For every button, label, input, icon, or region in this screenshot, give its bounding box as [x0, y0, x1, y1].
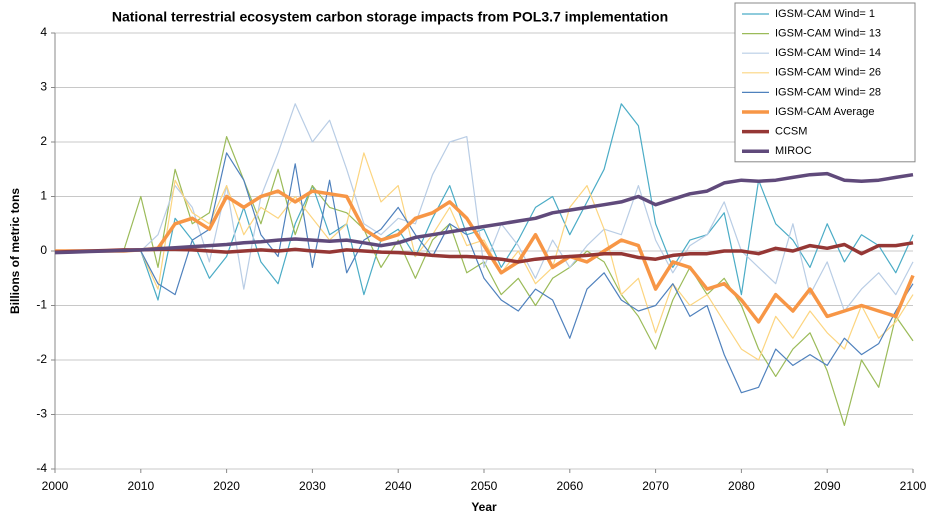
- legend-box: [734, 2, 916, 163]
- x-tick-label: 2040: [385, 479, 412, 493]
- y-tick-label: 0: [40, 243, 47, 257]
- legend-label: IGSM-CAM Wind= 26: [775, 67, 881, 79]
- y-tick-label: 2: [40, 134, 47, 148]
- series-line: [55, 103, 914, 312]
- chart-title: National terrestrial ecosystem carbon st…: [112, 9, 668, 25]
- series-line: [55, 103, 914, 301]
- legend-label: IGSM-CAM Wind= 1: [775, 8, 875, 20]
- legend-label: CCSM: [775, 126, 807, 138]
- series-line: [55, 189, 915, 324]
- legend-label: IGSM-CAM Wind= 14: [775, 47, 881, 59]
- y-axis-label: Billions of metric tons: [8, 188, 22, 314]
- legend-label: IGSM-CAM Wind= 28: [775, 86, 881, 98]
- x-tick-label: 2000: [42, 479, 69, 493]
- x-tick-label: 2050: [471, 479, 498, 493]
- y-tick-label: -4: [36, 461, 47, 475]
- series-line: [55, 152, 914, 394]
- x-tick-label: 2090: [814, 479, 841, 493]
- x-tick-label: 2020: [213, 479, 240, 493]
- y-tick-label: -2: [36, 352, 47, 366]
- series-line: [54, 241, 914, 264]
- legend-label: IGSM-CAM Average: [775, 106, 874, 118]
- x-tick-label: 2070: [642, 479, 669, 493]
- x-tick-label: 2060: [556, 479, 583, 493]
- y-tick-label: -3: [36, 407, 47, 421]
- y-tick-label: 1: [40, 189, 47, 203]
- y-tick-label: 3: [40, 80, 47, 94]
- x-tick-label: 2080: [728, 479, 755, 493]
- x-tick-label: 2010: [127, 479, 154, 493]
- legend-label: IGSM-CAM Wind= 13: [775, 28, 881, 40]
- x-axis-label: Year: [471, 500, 497, 514]
- x-tick-label: 2100: [900, 479, 927, 493]
- legend-label: MIROC: [775, 145, 812, 157]
- series-line: [54, 171, 914, 255]
- y-tick-label: -1: [36, 298, 47, 312]
- y-tick-label: 4: [40, 25, 47, 39]
- series-line: [55, 152, 914, 361]
- legend: IGSM-CAM Wind= 1 IGSM-CAM Wind= 13 IGSM-CA…: [734, 2, 916, 163]
- x-tick-label: 2030: [299, 479, 326, 493]
